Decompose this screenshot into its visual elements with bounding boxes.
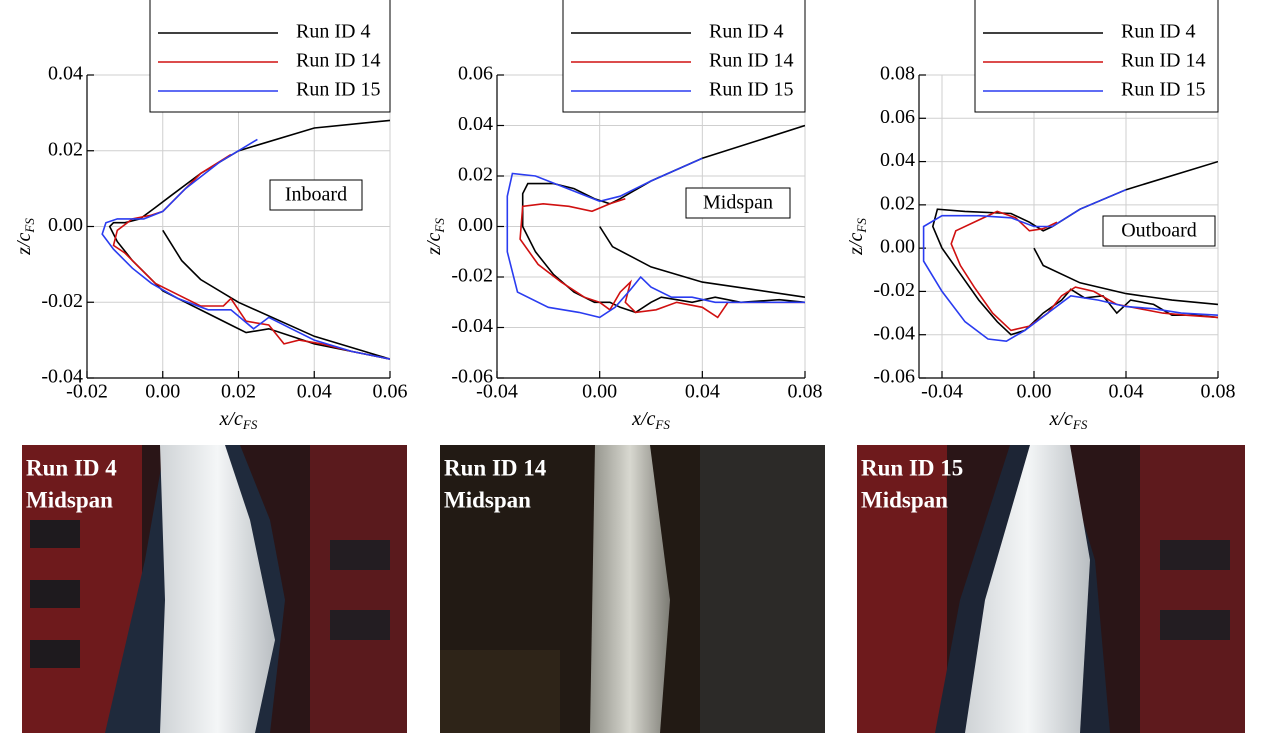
- x-tick-label: 0.04: [685, 381, 720, 403]
- y-tick-label: -0.06: [451, 366, 493, 388]
- x-tick-label: 0.08: [788, 381, 823, 403]
- x-axis-label: x/cFS: [1049, 408, 1088, 432]
- chart: -0.02 0.00 0.02 0.04 0.06-0.04-0.020.000.020…: [13, 0, 408, 432]
- label-subscript: FS: [22, 218, 37, 234]
- annotation-box: [685, 187, 791, 219]
- series-line: [108, 119, 390, 360]
- chart: -0.04 0.00 0.04 0.08-0.06-0.04-0.020.000.02…: [423, 0, 823, 432]
- series-group: [101, 119, 390, 360]
- photo-caption: Run ID 15: [861, 455, 963, 480]
- legend-label: Run ID 4: [1121, 21, 1195, 43]
- series-line: [922, 188, 1218, 343]
- x-tick-label: -0.04: [476, 381, 518, 403]
- photo-caption: Midspan: [444, 487, 531, 512]
- photo: [857, 445, 1245, 733]
- legend-label: Run ID 15: [296, 79, 380, 101]
- label-text: x/c: [631, 408, 655, 430]
- y-tick-label: 0.04: [458, 113, 493, 135]
- label-text: x/c: [1049, 408, 1073, 430]
- photo: [22, 445, 407, 733]
- series-group: [506, 124, 805, 319]
- legend-box: [974, 0, 1219, 113]
- series-line: [931, 160, 1218, 336]
- label-subscript: FS: [854, 218, 869, 234]
- photo-caption: Run ID 4: [26, 455, 117, 480]
- y-tick-label: -0.04: [873, 322, 915, 344]
- y-tick-label: 0.02: [48, 138, 83, 160]
- y-tick-label: 0.06: [880, 106, 915, 128]
- label-text: z/c: [845, 232, 867, 255]
- x-tick-label: -0.04: [921, 381, 963, 403]
- annotation-box: [269, 179, 363, 211]
- y-tick-label: 0.00: [48, 214, 83, 236]
- legend-label: Run ID 4: [709, 21, 783, 43]
- legend-label: Run ID 4: [296, 21, 370, 43]
- x-tick-label: 0.06: [373, 381, 408, 403]
- y-tick-label: -0.02: [873, 279, 915, 301]
- annotation: Inboard: [285, 184, 347, 206]
- annotation: Midspan: [703, 192, 773, 214]
- y-tick-label: 0.00: [458, 214, 493, 236]
- annotation: Outboard: [1121, 220, 1197, 242]
- x-tick-label: 0.04: [1109, 381, 1144, 403]
- label-subscript: FS: [242, 417, 258, 432]
- legend-label: Run ID 14: [709, 50, 793, 72]
- series-line: [101, 138, 390, 360]
- legend-box: [562, 0, 806, 113]
- y-tick-label: 0.06: [458, 63, 493, 85]
- photo-caption: Run ID 14: [444, 455, 547, 480]
- y-tick-label: 0.04: [48, 63, 83, 85]
- legend-label: Run ID 14: [296, 50, 380, 72]
- y-tick-label: 0.02: [880, 192, 915, 214]
- photo: [440, 445, 825, 733]
- label-text: x/c: [219, 408, 243, 430]
- x-tick-label: 0.00: [145, 381, 180, 403]
- series-line: [506, 157, 805, 319]
- x-tick-label: 0.04: [297, 381, 332, 403]
- y-tick-label: 0.04: [880, 149, 915, 171]
- y-tick-label: 0.00: [880, 236, 915, 258]
- series-group: [922, 160, 1218, 343]
- legend-label: Run ID 15: [1121, 79, 1205, 101]
- legend-label: Run ID 14: [1121, 50, 1205, 72]
- y-tick-label: 0.02: [458, 164, 493, 186]
- legend-box: [149, 0, 391, 113]
- label-text: z/c: [423, 232, 445, 255]
- y-axis-label: z/cFS: [845, 218, 869, 256]
- label-subscript: FS: [1072, 417, 1088, 432]
- y-axis-label: z/cFS: [423, 218, 447, 256]
- y-tick-label: -0.02: [41, 290, 83, 312]
- y-tick-label: -0.02: [451, 265, 493, 287]
- x-axis-label: x/cFS: [631, 408, 670, 432]
- legend-label: Run ID 15: [709, 79, 793, 101]
- photo-caption: Midspan: [26, 487, 113, 512]
- y-axis-label: z/cFS: [13, 218, 37, 256]
- x-tick-label: -0.02: [66, 381, 108, 403]
- y-tick-label: -0.06: [873, 366, 915, 388]
- y-tick-label: -0.04: [451, 315, 493, 337]
- label-subscript: FS: [432, 218, 447, 234]
- y-tick-label: 0.08: [880, 63, 915, 85]
- x-tick-label: 0.00: [1017, 381, 1052, 403]
- annotation-box: [1102, 215, 1216, 247]
- x-tick-label: 0.00: [582, 381, 617, 403]
- photo-caption: Midspan: [861, 487, 948, 512]
- chart: -0.04 0.00 0.04 0.08 -0.06 -0.04 -0.02 0.00 0.02…: [845, 0, 1236, 432]
- x-tick-label: 0.02: [221, 381, 256, 403]
- label-subscript: FS: [654, 417, 670, 432]
- x-tick-label: 0.08: [1201, 381, 1236, 403]
- y-tick-label: -0.04: [41, 366, 83, 388]
- label-text: z/c: [13, 232, 35, 255]
- x-axis-label: x/cFS: [219, 408, 258, 432]
